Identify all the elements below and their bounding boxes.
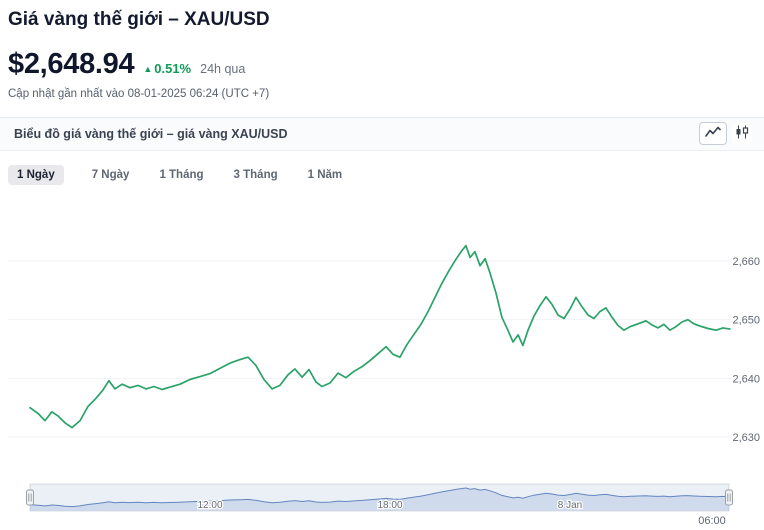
up-arrow-icon: ▲: [143, 63, 153, 74]
navigator-selected-mask[interactable]: [30, 484, 729, 511]
navigator-axis-label: 8 Jan: [558, 500, 582, 511]
time-range-tabs: 1 Ngày 7 Ngày 1 Tháng 3 Tháng 1 Năm: [0, 151, 764, 185]
candlestick-chart-type-button[interactable]: [732, 123, 752, 145]
page-title: Giá vàng thế giới – XAU/USD: [8, 9, 270, 30]
y-axis-label: 2,630: [732, 432, 760, 444]
navigator-handle-right[interactable]: [725, 489, 733, 506]
tab-1-nam[interactable]: 1 Năm: [306, 165, 345, 185]
price-row: $2,648.94 ▲ 0.51% 24h qua: [8, 48, 756, 81]
line-chart-icon: [705, 126, 721, 141]
change-period-label: 24h qua: [200, 61, 246, 76]
navigator-axis-label: 18:00: [377, 500, 402, 511]
price-line-series: [29, 244, 731, 429]
page-header: Giá vàng thế giới – XAU/USD $2,648.94 ▲ 0…: [0, 0, 764, 100]
y-axis-label: 2,650: [732, 315, 760, 327]
price-change-percent: 0.51%: [154, 60, 192, 76]
navigator-track[interactable]: [29, 483, 730, 512]
tab-3-thang[interactable]: 3 Tháng: [232, 165, 280, 185]
y-axis-label: 2,660: [732, 256, 760, 268]
tab-1-thang[interactable]: 1 Tháng: [157, 165, 205, 185]
navigator-axis-label: 12:00: [197, 500, 222, 511]
price-change: ▲ 0.51%: [143, 61, 191, 76]
chart-panel-title: Biểu đồ giá vàng thế giới – giá vàng XAU…: [14, 126, 288, 141]
chart-panel-header: Biểu đồ giá vàng thế giới – giá vàng XAU…: [0, 116, 764, 151]
tab-7-ngay[interactable]: 7 Ngày: [90, 165, 132, 185]
price-chart-svg: 2,630 2,640 2,650 2,660 12:00 18:00 8 Jan 06:00: [8, 244, 760, 527]
navigator-handle-left[interactable]: [26, 489, 34, 506]
tab-1-ngay[interactable]: 1 Ngày: [8, 164, 64, 185]
line-chart-type-button[interactable]: [699, 122, 727, 146]
last-updated-text: Cập nhật gần nhất vào 08-01-2025 06:24 (…: [8, 87, 270, 100]
price-chart-region: 2,630 2,640 2,650 2,660 12:00 18:00 8 Jan 06:00: [0, 200, 764, 530]
x-axis-end-label: 06:00: [698, 515, 726, 527]
chart-type-toggle-group: [699, 122, 752, 146]
candlestick-icon: [735, 125, 749, 142]
current-price: $2,648.94: [8, 47, 135, 80]
navigator-line: [29, 487, 730, 508]
y-axis-label: 2,640: [732, 373, 760, 385]
